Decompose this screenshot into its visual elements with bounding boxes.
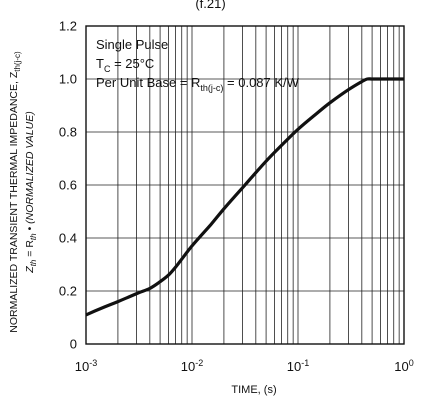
annotation-case-temp: TC = 25°C [96, 56, 154, 74]
y-axis-label-line2: Zth = Rth • (NORMALIZED VALUE) [24, 111, 38, 273]
y-tick-label: 0 [70, 337, 77, 352]
y-axis-label: NORMALIZED TRANSIENT THERMAL IMPEDANCE, … [8, 51, 38, 333]
y-tick-label: 0.2 [59, 284, 77, 299]
y-tick-label: 0.6 [59, 178, 77, 193]
axis-ticks: 0 0.2 0.4 0.6 0.8 1.0 1.2 10-3 10-2 10-1 100 [59, 19, 414, 375]
figure-caption-fragment: (f.21) [195, 0, 226, 11]
x-tick-label: 100 [394, 358, 413, 374]
y-tick-label: 1.2 [59, 19, 77, 34]
y-tick-label: 0.8 [59, 125, 77, 140]
series-layer [85, 77, 404, 317]
y-tick-label: 0.4 [59, 231, 77, 246]
annotation-per-unit-base: Per Unit Base = Rth(j-c) = 0.087 K/W [96, 75, 300, 93]
annotations: Single Pulse TC = 25°C Per Unit Base = R… [96, 37, 300, 93]
x-axis-label: TIME, (s) [231, 384, 276, 396]
x-tick-label: 10-2 [181, 358, 203, 374]
series-line-0 [85, 77, 404, 317]
y-tick-label: 1.0 [59, 72, 77, 87]
x-tick-label: 10-3 [75, 358, 97, 374]
annotation-single-pulse: Single Pulse [96, 37, 168, 52]
y-axis-label-line1: NORMALIZED TRANSIENT THERMAL IMPEDANCE, … [8, 51, 22, 333]
plot-frame [85, 25, 405, 345]
x-tick-label: 10-1 [287, 358, 309, 374]
